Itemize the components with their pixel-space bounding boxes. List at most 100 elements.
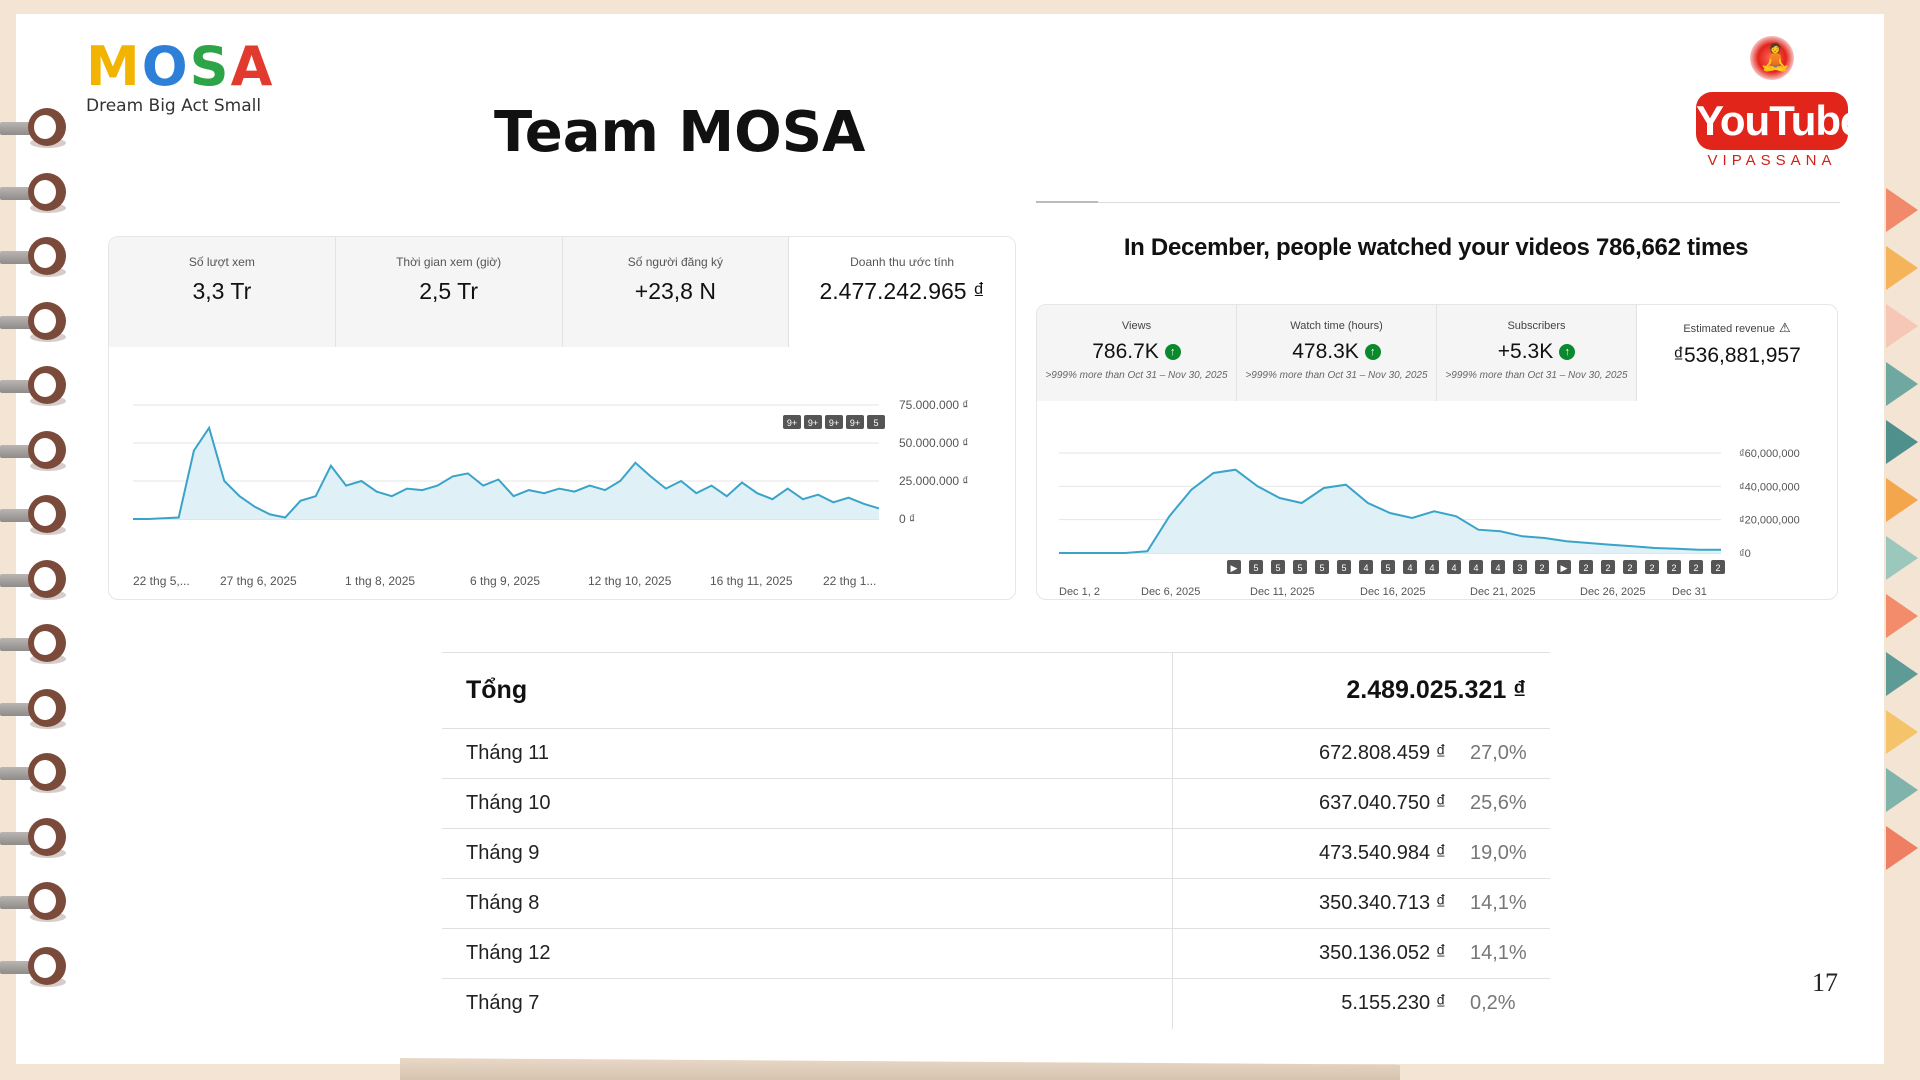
row-month: Tháng 7 bbox=[442, 978, 1173, 1029]
annotation-marker bbox=[1469, 560, 1483, 574]
decor-triangle bbox=[1886, 478, 1918, 522]
decor-triangle bbox=[1886, 652, 1918, 696]
binding-ring bbox=[0, 104, 68, 154]
binding-ring bbox=[0, 491, 68, 541]
decor-triangle bbox=[1886, 420, 1918, 464]
kpi-watch-time[interactable]: Thời gian xem (giờ) 2,5 Tr bbox=[335, 237, 563, 347]
row-percent: 25,6% bbox=[1470, 778, 1550, 829]
row-amount: 5.155.230 ₫ bbox=[1341, 992, 1446, 1015]
y-tick-label: ₫60,000,000 bbox=[1739, 448, 1800, 460]
annotation-marker bbox=[1249, 560, 1263, 574]
row-amount: 637.040.750 ₫ bbox=[1172, 778, 1470, 829]
logo-letter: A bbox=[230, 35, 275, 98]
marker-label: 2 bbox=[1715, 563, 1720, 573]
x-tick-label: Dec 16, 2025 bbox=[1360, 586, 1425, 598]
x-tick-label: 1 thg 8, 2025 bbox=[345, 574, 415, 588]
x-tick-label: 6 thg 9, 2025 bbox=[470, 574, 540, 588]
marker-label: 9+ bbox=[829, 418, 839, 428]
kpi-label-wrap: Estimated revenue ⚠ bbox=[1637, 320, 1837, 336]
analytics-panel-en: Views 786.7K ↑ >999% more than Oct 31 – N… bbox=[1036, 304, 1838, 600]
marker-label: 2 bbox=[1649, 563, 1654, 573]
kpi-revenue[interactable]: Doanh thu ước tính 2.477.242.965 ₫ bbox=[789, 237, 1015, 347]
marker-label: 9+ bbox=[808, 418, 818, 428]
kpi-label: Doanh thu ước tính bbox=[850, 255, 955, 269]
kpi-label: Số người đăng ký bbox=[627, 255, 724, 269]
x-tick-label: 12 thg 10, 2025 bbox=[588, 574, 672, 588]
series-line bbox=[133, 425, 880, 520]
marker-label: 3 bbox=[1517, 563, 1522, 573]
annotation-marker bbox=[1513, 560, 1527, 574]
binding-ring bbox=[0, 878, 68, 928]
decor-triangle bbox=[1886, 594, 1918, 638]
annotation-marker bbox=[1271, 560, 1285, 574]
annotation-marker bbox=[825, 415, 843, 429]
logo-tagline: Dream Big Act Small bbox=[86, 96, 262, 116]
kpi-subscribers[interactable]: Subscribers +5.3K ↑ >999% more than Oct 3… bbox=[1437, 305, 1637, 401]
annotation-marker bbox=[867, 415, 885, 429]
kpi-label: Subscribers bbox=[1507, 320, 1566, 332]
table-row[interactable]: Tháng 12 350.136.052 ₫ 14,1% bbox=[442, 928, 1550, 979]
y-tick-label: 50.000.000 ₫ bbox=[899, 436, 969, 450]
kpi-value: 2,5 Tr bbox=[419, 278, 479, 304]
y-tick-label: ₫0 bbox=[1739, 548, 1751, 560]
kpi-value: 786.7K bbox=[1092, 340, 1159, 363]
annotation-marker bbox=[1359, 560, 1373, 574]
table-row[interactable]: Tháng 9 473.540.984 ₫ 19,0% bbox=[442, 828, 1550, 879]
table-row[interactable]: Tháng 8 350.340.713 ₫ 14,1% bbox=[442, 878, 1550, 929]
marker-label: 5 bbox=[873, 418, 878, 428]
table-row[interactable]: Tháng 7 5.155.230 ₫ 0,2% bbox=[442, 978, 1550, 1029]
kpi-compare: >999% more than Oct 31 – Nov 30, 2025 bbox=[1045, 370, 1228, 381]
kpi-label: Watch time (hours) bbox=[1290, 320, 1383, 332]
decor-triangle bbox=[1886, 826, 1918, 870]
kpi-label: Estimated revenue bbox=[1683, 323, 1776, 335]
decor-triangle bbox=[1886, 536, 1918, 580]
kpi-views[interactable]: Số lượt xem 3,3 Tr bbox=[109, 237, 336, 347]
x-tick-label: Dec 21, 2025 bbox=[1470, 586, 1535, 598]
kpi-watch-time[interactable]: Watch time (hours) 478.3K ↑ >999% more th… bbox=[1237, 305, 1437, 401]
kpi-views[interactable]: Views 786.7K ↑ >999% more than Oct 31 – N… bbox=[1037, 305, 1237, 401]
decor-triangle bbox=[1886, 768, 1918, 812]
x-tick-label: Dec 31 bbox=[1672, 586, 1707, 598]
annotation-marker bbox=[1337, 560, 1351, 574]
warning-icon[interactable]: ⚠ bbox=[1779, 320, 1791, 335]
kpi-value: +23,8 N bbox=[634, 278, 716, 304]
table-row[interactable]: Tháng 10 637.040.750 ₫ 25,6% bbox=[442, 778, 1550, 829]
row-percent: 14,1% bbox=[1470, 928, 1550, 979]
kpi-value: 478.3K bbox=[1292, 340, 1359, 363]
annotation-marker bbox=[1227, 560, 1241, 574]
annotation-marker bbox=[1535, 560, 1549, 574]
kpi-value: ₫536,881,957 bbox=[1673, 344, 1801, 367]
marker-label: 2 bbox=[1693, 563, 1698, 573]
mosa-wordmark: MOSA bbox=[86, 40, 274, 94]
marker-label: 5 bbox=[1275, 563, 1280, 573]
annotation-marker bbox=[1711, 560, 1725, 574]
row-month: Tháng 11 bbox=[442, 728, 1173, 779]
marker-label: 4 bbox=[1495, 563, 1500, 573]
annotation-marker bbox=[846, 415, 864, 429]
marker-label: 9+ bbox=[850, 418, 860, 428]
kpi-label: Views bbox=[1121, 320, 1152, 332]
page-number: 17 bbox=[1812, 968, 1838, 997]
row-month: Tháng 12 bbox=[442, 928, 1173, 979]
annotation-marker bbox=[1381, 560, 1395, 574]
revenue-table: Tổng 2.489.025.321 ₫ Tháng 11 672.808.45… bbox=[442, 652, 1550, 1029]
marker-label: 2 bbox=[1539, 563, 1544, 573]
marker-label: 4 bbox=[1363, 563, 1368, 573]
binding-ring bbox=[0, 169, 68, 219]
marker-label: 4 bbox=[1407, 563, 1412, 573]
table-header-row: Tổng 2.489.025.321 ₫ bbox=[442, 652, 1550, 729]
arrow-up-icon: ↑ bbox=[1364, 344, 1381, 360]
kpi-value-wrap: +5.3K ↑ bbox=[1437, 340, 1636, 364]
annotation-marker bbox=[783, 415, 801, 429]
marker-label: ▶ bbox=[1231, 563, 1238, 573]
kpi-revenue[interactable]: Estimated revenue ⚠ ₫536,881,957 bbox=[1637, 305, 1837, 401]
analytics-panel-vn: Số lượt xem 3,3 Tr Thời gian xem (giờ) 2… bbox=[108, 236, 1016, 600]
row-month: Tháng 10 bbox=[442, 778, 1173, 829]
annotation-marker bbox=[1689, 560, 1703, 574]
table-row[interactable]: Tháng 11 672.808.459 ₫ 27,0% bbox=[442, 728, 1550, 779]
kpi-value: 3,3 Tr bbox=[192, 278, 252, 304]
annotation-marker bbox=[1315, 560, 1329, 574]
logo-letter: O bbox=[141, 35, 190, 98]
youtube-logo: YouTube bbox=[1696, 92, 1863, 150]
kpi-subscribers[interactable]: Số người đăng ký +23,8 N bbox=[562, 237, 790, 347]
